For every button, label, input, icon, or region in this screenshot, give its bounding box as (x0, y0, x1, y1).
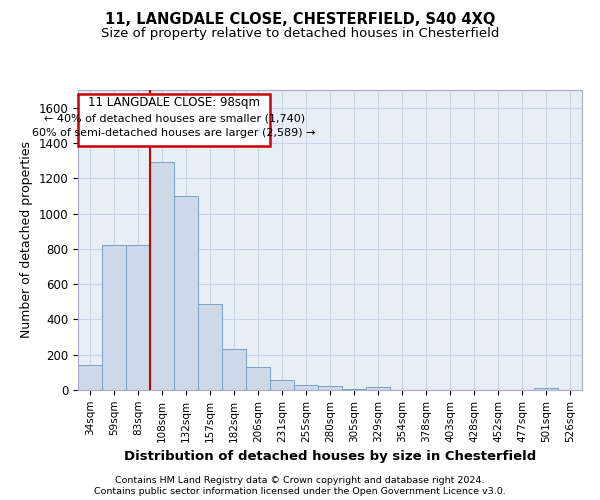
Bar (78, 366, 102, 390)
Text: ← 40% of detached houses are smaller (1,740): ← 40% of detached houses are smaller (1,… (44, 114, 305, 124)
Bar (126, 246, 150, 390)
Bar (222, 348, 246, 390)
Bar (534, 388, 558, 390)
Bar (246, 367, 270, 390)
Bar (366, 388, 390, 390)
X-axis label: Distribution of detached houses by size in Chesterfield: Distribution of detached houses by size … (124, 450, 536, 463)
Text: 60% of semi-detached houses are larger (2,589) →: 60% of semi-detached houses are larger (… (32, 128, 316, 138)
Bar (198, 304, 222, 390)
Text: Contains public sector information licensed under the Open Government Licence v3: Contains public sector information licen… (94, 487, 506, 496)
Bar (294, 384, 318, 390)
Bar (270, 380, 294, 390)
Text: 11 LANGDALE CLOSE: 98sqm: 11 LANGDALE CLOSE: 98sqm (88, 96, 260, 110)
Text: Contains HM Land Registry data © Crown copyright and database right 2024.: Contains HM Land Registry data © Crown c… (115, 476, 485, 485)
Text: 11, LANGDALE CLOSE, CHESTERFIELD, S40 4XQ: 11, LANGDALE CLOSE, CHESTERFIELD, S40 4X… (105, 12, 495, 28)
Bar (174, 196, 198, 390)
Bar (102, 246, 126, 390)
Text: Size of property relative to detached houses in Chesterfield: Size of property relative to detached ho… (101, 28, 499, 40)
Bar (318, 386, 342, 390)
Bar (79, 94, 270, 146)
Bar (150, 162, 174, 390)
Bar (342, 389, 366, 390)
Y-axis label: Number of detached properties: Number of detached properties (20, 142, 33, 338)
